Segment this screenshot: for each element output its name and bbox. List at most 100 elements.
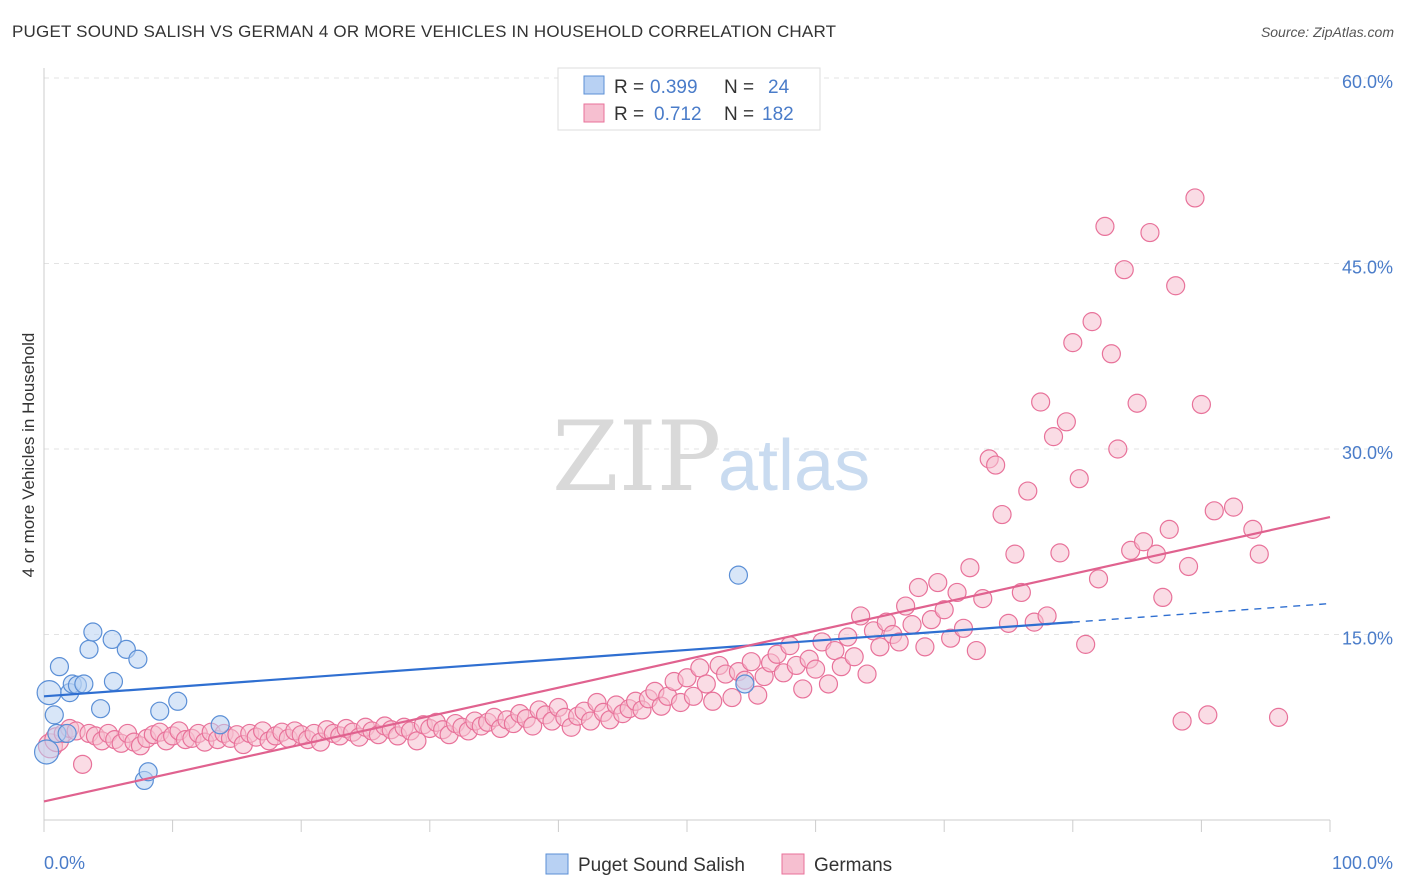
data-point	[1082, 312, 1102, 332]
data-point	[1076, 634, 1096, 654]
data-point	[168, 691, 188, 711]
data-point	[1018, 481, 1038, 501]
watermark-atlas: atlas	[718, 426, 870, 506]
data-point	[1223, 497, 1244, 517]
data-point	[703, 691, 723, 711]
y-tick-label: 15.0%	[1342, 629, 1393, 649]
data-point	[966, 640, 986, 661]
trend-line-germans	[43, 515, 1331, 803]
series-legend-swatch-blue	[545, 853, 569, 875]
trend-line-puget-sound-salish	[43, 621, 1073, 698]
data-point	[1140, 222, 1160, 243]
data-point	[908, 577, 929, 598]
data-point	[1063, 333, 1083, 353]
data-point	[90, 699, 111, 719]
data-point	[1133, 532, 1154, 552]
data-point	[1043, 427, 1064, 447]
legend-r-value-2: 0.712	[654, 104, 702, 125]
data-point	[138, 762, 158, 782]
x-tick-label-min: 0.0%	[44, 853, 85, 873]
legend-swatch-pink	[583, 103, 605, 123]
data-point	[72, 754, 93, 774]
legend-n-label-2: N =	[724, 104, 754, 125]
watermark: ZIP atlas	[552, 401, 870, 513]
data-point	[735, 674, 755, 694]
data-point	[805, 659, 826, 679]
legend-r-label-1: R =	[614, 77, 644, 98]
series-legend-label-1: Puget Sound Salish	[578, 855, 745, 876]
data-point	[1268, 707, 1289, 727]
legend-r-label-2: R =	[614, 104, 644, 125]
data-point	[1101, 344, 1121, 364]
y-tick-label: 60.0%	[1342, 72, 1393, 92]
data-point	[44, 705, 64, 725]
data-point	[1153, 587, 1173, 608]
data-point	[1249, 544, 1269, 564]
data-point	[921, 610, 941, 630]
data-point	[902, 615, 922, 635]
data-point	[1037, 606, 1057, 626]
data-point	[741, 652, 761, 672]
data-point	[1172, 711, 1192, 731]
grid-lines	[44, 77, 1393, 635]
puget-sound-salish-points	[33, 565, 755, 791]
y-tick-label: 30.0%	[1342, 443, 1393, 463]
x-axis-ticks	[43, 820, 1331, 832]
y-axis-label: 4 or more Vehicles in Household	[19, 333, 38, 578]
germans-points	[37, 188, 1289, 774]
y-tick-label: 45.0%	[1342, 258, 1393, 278]
data-point	[960, 558, 980, 578]
data-point	[998, 613, 1019, 633]
data-point	[128, 649, 148, 669]
data-point	[57, 723, 77, 744]
data-point	[83, 622, 103, 642]
data-point	[1050, 543, 1070, 563]
series-legend-swatch-pink	[781, 853, 805, 875]
watermark-zip: ZIP	[552, 401, 721, 513]
data-point	[934, 600, 954, 620]
y-tick-labels: 15.0% 30.0% 45.0% 60.0%	[1342, 72, 1393, 649]
data-point	[677, 668, 697, 688]
data-point	[1191, 394, 1212, 415]
data-point	[1095, 216, 1115, 236]
data-point	[103, 671, 124, 692]
data-point	[1088, 569, 1109, 589]
data-point	[1178, 556, 1199, 577]
data-point	[1005, 544, 1025, 564]
data-point	[1069, 469, 1089, 489]
data-point	[947, 582, 967, 603]
trend-line-puget-sound-salish-extension	[1072, 602, 1331, 623]
series-legend: Puget Sound Salish Germans	[545, 853, 892, 876]
data-point	[1056, 412, 1076, 432]
data-point	[1127, 393, 1147, 413]
data-point	[780, 636, 800, 656]
data-point	[941, 628, 961, 648]
data-point	[210, 715, 230, 735]
data-point	[722, 687, 742, 708]
legend-n-value-2: 182	[762, 104, 794, 125]
legend-n-value-1: 24	[768, 77, 790, 98]
trend-lines	[43, 515, 1331, 803]
data-point	[728, 565, 749, 585]
data-point	[1159, 519, 1179, 539]
data-point	[79, 639, 99, 659]
data-point	[953, 618, 974, 638]
data-point	[793, 679, 813, 699]
data-point	[992, 504, 1012, 525]
data-point	[1031, 392, 1051, 412]
data-point	[986, 455, 1006, 475]
chart-source: Source: ZipAtlas.com	[1260, 24, 1394, 40]
legend-r-value-1: 0.399	[650, 77, 698, 98]
data-point	[74, 674, 94, 694]
data-point	[683, 686, 704, 706]
data-point	[870, 637, 890, 657]
data-point	[928, 572, 948, 593]
data-point	[1198, 705, 1218, 725]
legend-swatch-blue	[583, 75, 605, 95]
data-point	[102, 629, 122, 650]
data-point	[696, 674, 716, 694]
legend-n-label-1: N =	[724, 77, 754, 98]
data-point	[690, 658, 710, 678]
stats-legend: R = 0.399 N = 24 R = 0.712 N = 182	[557, 67, 821, 131]
